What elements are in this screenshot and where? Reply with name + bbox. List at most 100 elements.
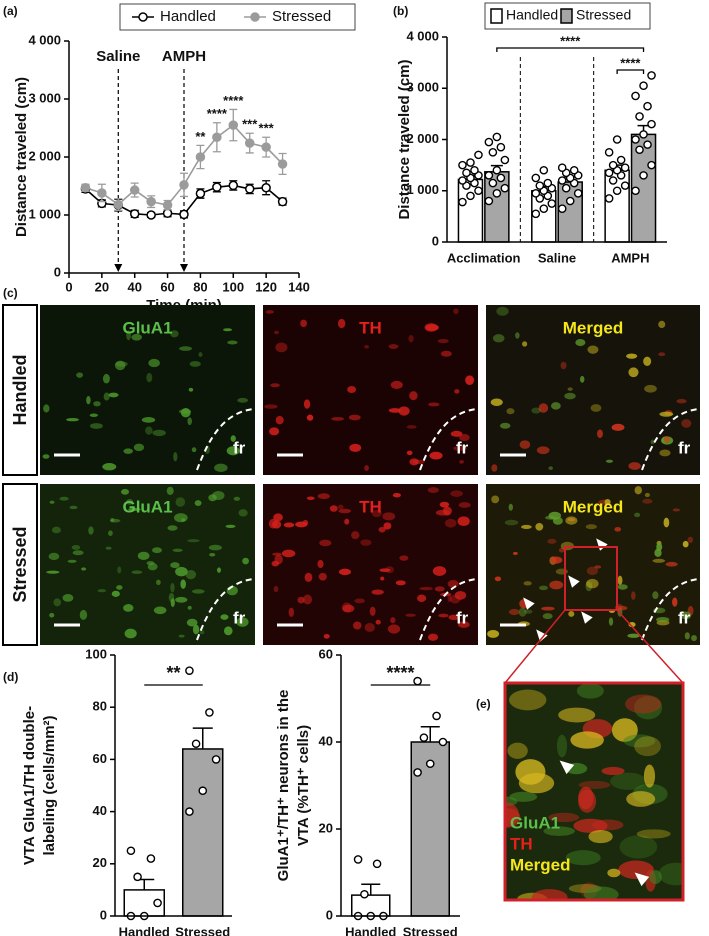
cell	[565, 516, 578, 525]
x-tick-label: 80	[193, 279, 207, 294]
cell	[147, 562, 158, 571]
data-point	[604, 148, 614, 157]
cell	[272, 552, 282, 556]
cell	[354, 598, 365, 604]
cell	[626, 791, 656, 807]
y-axis-label: Distance traveled (cm)	[396, 59, 413, 219]
cell	[43, 404, 50, 413]
cell	[440, 350, 452, 357]
cell	[237, 397, 249, 403]
cell	[684, 632, 690, 640]
cell	[317, 493, 330, 500]
cell	[409, 458, 419, 466]
cell	[152, 547, 162, 554]
region-label: fr	[678, 608, 691, 627]
cell	[93, 401, 101, 407]
cell	[170, 582, 175, 593]
cell	[522, 341, 528, 347]
cell	[103, 392, 110, 401]
cell	[586, 566, 598, 576]
cell	[300, 319, 307, 328]
legend-label: Handled	[506, 7, 558, 23]
cell	[507, 742, 528, 759]
y-tick-label: 2 000	[406, 131, 439, 146]
cell	[344, 518, 350, 525]
significance: ****	[620, 55, 641, 70]
row-label: Handled	[10, 354, 30, 425]
cell	[428, 402, 440, 407]
cell	[608, 617, 614, 626]
cell	[658, 862, 683, 886]
data-point	[647, 71, 656, 80]
cell	[450, 430, 463, 437]
cell	[672, 597, 678, 607]
cell	[454, 389, 460, 394]
marker	[228, 120, 239, 130]
cell	[658, 320, 666, 329]
x-tick-label: Stressed	[175, 924, 230, 936]
cell	[337, 504, 344, 510]
cell	[168, 592, 175, 603]
cell	[208, 544, 222, 551]
region-label: fr	[678, 438, 691, 457]
cell	[48, 552, 60, 561]
y-axis-label: VTA (%TH⁺ cells)	[295, 725, 312, 846]
y-tick-label: 2 000	[28, 148, 61, 163]
y-tick-label: 0	[432, 233, 439, 248]
cell	[663, 436, 670, 443]
data-point	[484, 171, 494, 180]
cell	[185, 569, 197, 580]
cell	[672, 508, 680, 512]
data-point	[639, 130, 648, 139]
cell	[175, 497, 186, 507]
cell	[220, 614, 229, 620]
cell	[565, 850, 601, 866]
cell	[642, 498, 653, 504]
data-point	[484, 196, 494, 206]
micrograph	[263, 305, 478, 475]
data-point	[573, 189, 583, 198]
cell	[186, 618, 198, 627]
channel-label: GluA1	[122, 497, 172, 516]
cell	[281, 549, 296, 558]
significance: ****	[560, 33, 581, 48]
cell	[288, 607, 295, 617]
y-tick-label: 1 000	[406, 182, 439, 197]
bar	[123, 889, 165, 917]
cell	[395, 580, 406, 586]
cell	[102, 462, 117, 471]
cell	[457, 516, 470, 527]
data-point	[432, 711, 441, 721]
marker	[129, 185, 140, 195]
y-tick-label: 80	[93, 699, 107, 714]
cell	[242, 557, 249, 565]
data-point	[539, 165, 549, 175]
marker	[195, 152, 206, 162]
cell	[652, 591, 659, 600]
cell	[187, 539, 200, 543]
cell	[417, 594, 427, 603]
cell	[88, 526, 94, 535]
cell	[178, 634, 185, 638]
cell	[509, 791, 538, 802]
data-point	[492, 165, 502, 175]
data-point	[635, 112, 644, 121]
cell	[594, 565, 602, 569]
cell	[170, 598, 175, 607]
cell	[181, 518, 186, 522]
cell	[383, 522, 392, 530]
cell	[490, 398, 503, 406]
data-point	[604, 194, 614, 203]
data-point	[474, 150, 483, 160]
cell	[319, 539, 332, 547]
arrowhead	[634, 872, 650, 887]
data-point	[458, 176, 467, 185]
cell	[238, 509, 248, 517]
cell	[337, 318, 346, 329]
region-label: fr	[233, 608, 246, 627]
cell	[628, 621, 636, 628]
cell	[681, 419, 692, 428]
cell	[180, 408, 191, 418]
cell	[214, 463, 228, 473]
